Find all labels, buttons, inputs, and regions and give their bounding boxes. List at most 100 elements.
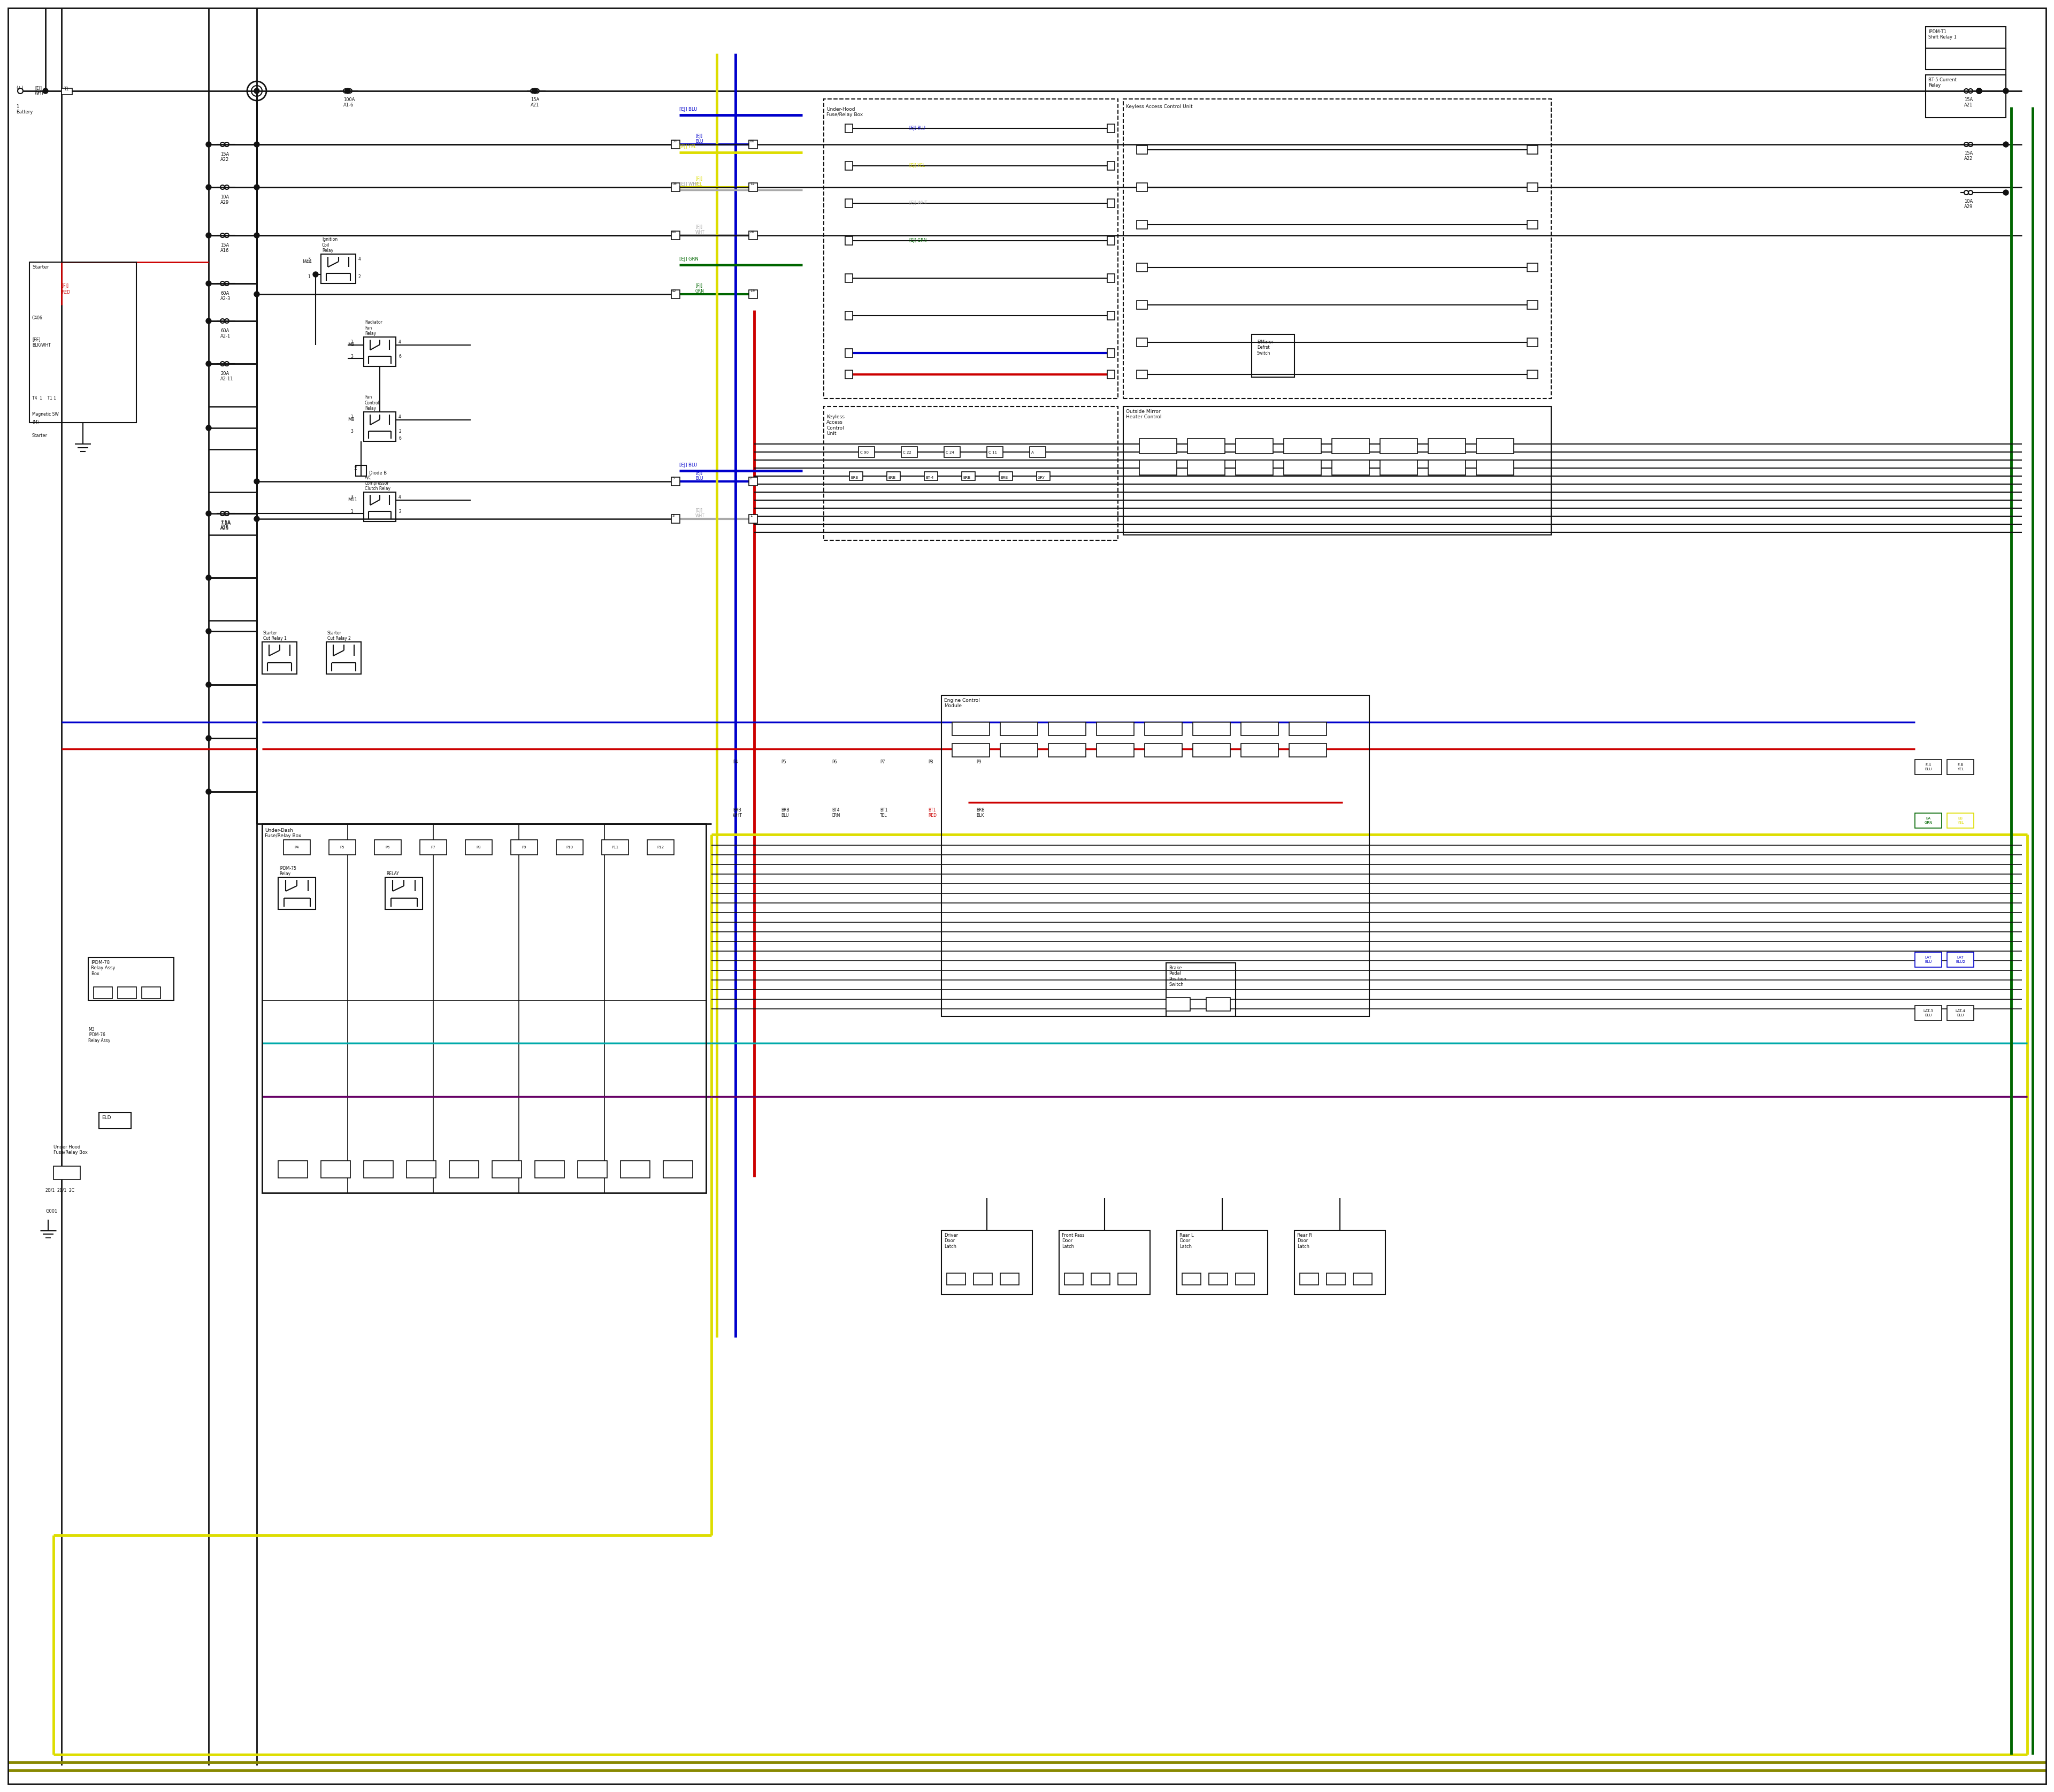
Text: Driver
Door
Latch: Driver Door Latch [945,1233,957,1249]
Text: 60A: 60A [220,328,230,333]
Circle shape [255,478,259,484]
Text: 20A: 20A [220,371,230,376]
Text: F-4
BLU: F-4 BLU [1925,763,1933,771]
Bar [1206,998,1230,1011]
Text: 2B/1  2B/1  2C: 2B/1 2B/1 2C [45,1188,74,1192]
Bar [419,840,446,855]
Bar [1193,722,1230,735]
Text: Keyless
Access
Control
Unit: Keyless Access Control Unit [826,414,844,435]
Bar [1294,1231,1384,1294]
Bar [953,744,990,756]
Bar [327,642,362,674]
Text: 4: 4 [398,414,401,419]
Bar [1183,1272,1202,1285]
Bar [1210,1272,1228,1285]
Text: E/Mirror
Defrst
Switch: E/Mirror Defrst Switch [1257,340,1273,355]
Bar [1237,439,1273,453]
Bar [1914,952,1941,968]
Circle shape [255,185,259,190]
Text: 7.5A: 7.5A [220,521,230,525]
Text: Under-Dash
Fuse/Relay Box: Under-Dash Fuse/Relay Box [265,828,302,839]
Text: EB
YEL: EB YEL [1957,817,1964,824]
Bar [1107,199,1115,208]
Text: [EJ] YEL: [EJ] YEL [910,163,924,168]
Text: 4: 4 [357,256,362,262]
Text: A16: A16 [220,249,230,253]
Text: A2-3: A2-3 [220,296,230,301]
Text: M11: M11 [347,498,357,502]
Circle shape [205,425,212,430]
Bar [1097,744,1134,756]
Text: M8: M8 [347,418,355,423]
Text: M3
IPDM-76
Relay Assy: M3 IPDM-76 Relay Assy [88,1027,111,1043]
Bar [557,840,583,855]
Bar [1136,145,1148,154]
Circle shape [205,735,212,740]
Bar [263,642,298,674]
Bar [602,840,629,855]
Bar [117,987,136,998]
Bar [1000,744,1037,756]
Text: [EJ]
BLU: [EJ] BLU [696,471,702,480]
Bar [320,1161,351,1177]
Circle shape [205,788,212,794]
Text: 3: 3 [672,514,674,518]
Bar [1947,1005,1974,1021]
Bar [953,722,990,735]
Bar [844,124,852,133]
Bar [277,878,316,909]
Bar [386,878,423,909]
Text: IPDM-T1
Shift Relay 1: IPDM-T1 Shift Relay 1 [1929,29,1957,39]
Text: 15A: 15A [220,152,230,156]
Text: 4: 4 [398,495,401,500]
Text: P11: P11 [612,846,618,849]
Text: (M): (M) [33,419,39,425]
Text: 60: 60 [672,231,676,233]
Text: A/C
Compressor
Clutch Relay: A/C Compressor Clutch Relay [366,475,390,491]
Text: 2: 2 [357,274,362,280]
Bar [1477,439,1514,453]
Text: [EJ]
WHT: [EJ] WHT [696,509,705,518]
Bar [1927,27,2007,70]
Text: Diode B: Diode B [370,471,386,475]
Bar [1947,814,1974,828]
Text: F-8
YEL: F-8 YEL [1957,763,1964,771]
Bar [844,237,852,246]
Bar [1167,998,1189,1011]
Bar [1124,407,1551,536]
Bar [355,466,366,477]
Bar [320,254,355,283]
Text: A29: A29 [1964,204,1972,210]
Bar [844,371,852,378]
Text: 2: 2 [398,428,401,434]
Text: 100A: 100A [343,97,355,102]
Bar [1140,461,1177,475]
Text: 80: 80 [750,140,754,143]
Bar [844,274,852,283]
Bar [1097,722,1134,735]
Bar [1327,1272,1345,1285]
Bar [1107,274,1115,283]
Bar [1914,814,1941,828]
Text: 59: 59 [672,183,676,186]
Bar [1167,962,1237,1016]
Text: A: A [1031,452,1033,453]
Bar [844,161,852,170]
Bar [1331,461,1370,475]
Bar [1144,744,1183,756]
Text: M9: M9 [347,342,355,348]
Bar [1290,744,1327,756]
Text: A1-6: A1-6 [343,102,353,108]
Text: P7: P7 [879,760,885,765]
Text: 1: 1 [351,340,353,344]
Bar [1091,1272,1109,1285]
Circle shape [205,683,212,688]
Text: Under-Hood
Fuse/Relay Box: Under-Hood Fuse/Relay Box [826,108,863,116]
Text: LAT-3
BLU: LAT-3 BLU [1923,1009,1933,1016]
Text: A25: A25 [220,525,230,530]
Bar [924,471,939,480]
Text: 10A: 10A [1964,199,1972,204]
Bar [493,1161,522,1177]
Circle shape [312,272,318,278]
Text: Starter: Starter [33,434,47,437]
